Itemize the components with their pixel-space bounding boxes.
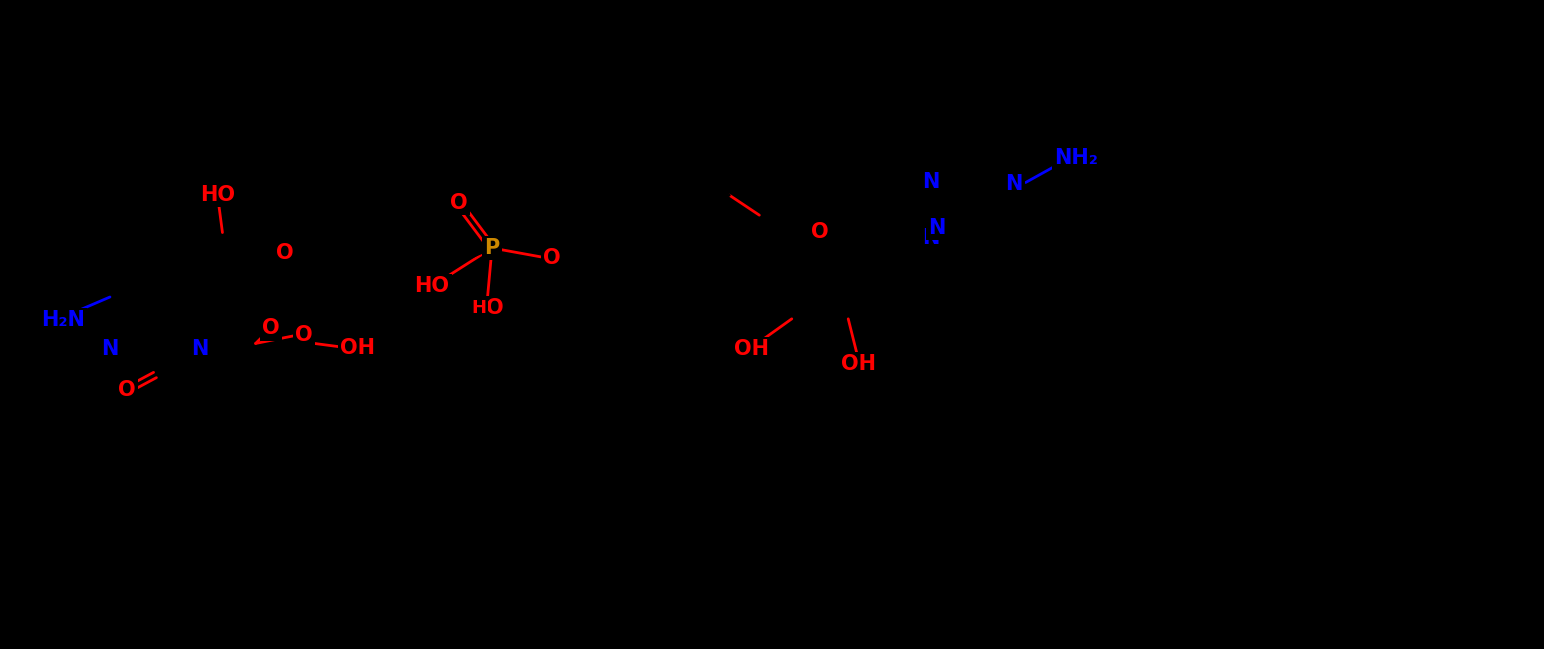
- Text: N: N: [1005, 174, 1022, 193]
- Text: HO: HO: [199, 184, 235, 204]
- Text: O: O: [811, 222, 829, 242]
- Text: N: N: [922, 173, 939, 193]
- Text: H₂N: H₂N: [42, 310, 85, 330]
- Text: N: N: [928, 218, 946, 238]
- Text: O: O: [276, 243, 293, 263]
- Text: OH: OH: [340, 338, 375, 358]
- Text: H: H: [46, 310, 62, 330]
- Text: H: H: [471, 299, 486, 317]
- Text: O: O: [119, 380, 136, 400]
- Text: OH: OH: [735, 339, 769, 359]
- Text: N: N: [191, 339, 208, 359]
- Text: P: P: [485, 238, 500, 258]
- Text: O: O: [295, 325, 312, 345]
- Text: HO: HO: [414, 276, 449, 296]
- Text: H: H: [56, 310, 71, 330]
- Text: N: N: [922, 228, 939, 247]
- Text: O: O: [543, 248, 560, 268]
- Text: O: O: [486, 298, 503, 318]
- Text: O: O: [262, 319, 279, 338]
- Text: N: N: [102, 339, 119, 359]
- Text: NH₂: NH₂: [1053, 147, 1098, 167]
- Text: O: O: [451, 193, 468, 213]
- Text: OH: OH: [841, 354, 875, 374]
